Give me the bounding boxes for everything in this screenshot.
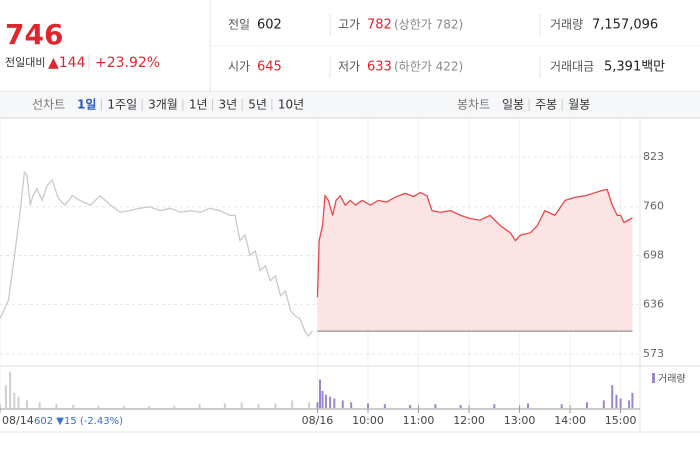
volume-bar — [308, 402, 311, 408]
volume-bar — [198, 404, 201, 408]
volume-bar — [611, 385, 614, 408]
volume-bar — [122, 405, 125, 408]
legend-swatch — [652, 373, 655, 383]
x-tick-label: 08/16 — [302, 414, 334, 427]
tab[interactable]: 1주일 — [107, 98, 137, 112]
stat-value: 5,391백만 — [604, 60, 665, 75]
volume-bar — [527, 403, 529, 408]
tab[interactable]: 3개월 — [148, 98, 178, 112]
volume-bar — [274, 403, 277, 408]
x-tick-label: 13:00 — [504, 414, 536, 427]
tab[interactable]: 1일 — [77, 98, 96, 112]
volume-bar — [367, 403, 369, 408]
x-tick-label: 11:00 — [403, 414, 435, 427]
legend-label: 거래량 — [658, 373, 686, 385]
volume-bar — [341, 400, 344, 408]
stat-note: (하한가 422) — [394, 60, 463, 74]
prev-close-note: 602 ▼15 (-2.43%) — [34, 416, 123, 427]
volume-bar — [72, 404, 75, 408]
volume-bar — [319, 379, 321, 408]
price-line — [0, 170, 313, 337]
change-label: 전일대비 — [5, 55, 45, 69]
change: ▲144 — [48, 55, 86, 71]
volume-bar — [493, 404, 496, 408]
volume-bar — [615, 394, 618, 408]
x-tick-label: 12:00 — [453, 414, 485, 427]
volume-bar — [560, 404, 563, 408]
volume-bar — [17, 396, 20, 408]
stat-label: 거래량 — [550, 18, 583, 32]
volume-bar — [9, 371, 12, 408]
volume-bar — [25, 400, 28, 408]
price-line — [316, 188, 633, 298]
y-tick-label: 760 — [643, 200, 664, 213]
y-tick-label: 698 — [643, 249, 664, 262]
x-tick-label: 08/14 — [2, 414, 34, 427]
volume-bar — [13, 392, 16, 408]
volume-bar — [333, 398, 336, 408]
area — [317, 189, 633, 332]
tab[interactable]: 1년 — [189, 98, 208, 112]
volume-bar — [38, 402, 41, 408]
volume-bar — [383, 404, 386, 408]
stat-label: 거래대금 — [550, 60, 594, 74]
y-tick-label: 636 — [643, 297, 664, 310]
volume-bar — [324, 394, 327, 408]
stat-value: 7,157,096 — [592, 18, 658, 33]
x-tick-label: 15:00 — [605, 414, 637, 427]
stat-label: 시가 — [228, 60, 250, 74]
volume-bar — [321, 390, 324, 408]
volume-bar — [0, 404, 1, 408]
tabs: 1일 1주일 3개월 1년 3년 5년 10년 일봉 주봉 월봉 — [77, 98, 590, 112]
price: 746 — [5, 18, 63, 51]
plot: 08/14 08/16 10:00 11:00 12:00 13:00 14:00 15:00… — [0, 118, 686, 427]
volume-bar — [585, 402, 588, 408]
tab-group-label: 봉차트 — [457, 98, 490, 112]
volume-bar — [409, 404, 412, 408]
tab[interactable]: 월봉 — [568, 98, 590, 112]
volume-bar — [350, 402, 353, 408]
y-tick-label: 573 — [643, 347, 664, 360]
volume-bar — [316, 402, 319, 408]
volume-bar — [619, 398, 622, 408]
volume-bar — [291, 400, 294, 408]
tab[interactable]: 5년 — [248, 98, 267, 112]
stat-value: 602 — [257, 18, 282, 33]
volume-bar — [223, 403, 226, 408]
stat-label: 저가 — [338, 60, 360, 74]
volume-bar — [4, 385, 7, 408]
tab-bar — [0, 92, 700, 118]
volume-bar — [240, 402, 243, 408]
tab[interactable]: 3년 — [219, 98, 238, 112]
volume-bar — [329, 396, 332, 408]
volume-bar — [631, 392, 634, 408]
volume-bar — [173, 405, 176, 408]
volume-bar — [257, 404, 260, 408]
y-tick-label: 823 — [643, 150, 664, 163]
tab[interactable]: 일봉 — [502, 98, 524, 112]
change-rate: +23.92% — [95, 55, 160, 71]
stat-value: 645 — [257, 60, 282, 75]
x-tick-label: 14:00 — [554, 414, 586, 427]
x-tick-label: 10:00 — [352, 414, 384, 427]
volume-bar — [55, 404, 58, 408]
tab-group-label: 선차트 — [32, 98, 65, 112]
stat-value: 782 — [367, 18, 392, 33]
stat-note: (상한가 782) — [394, 18, 463, 32]
tab[interactable]: 주봉 — [535, 98, 557, 112]
volume-bar — [434, 404, 437, 408]
stat-value: 633 — [367, 60, 392, 75]
tab[interactable]: 10년 — [278, 98, 304, 112]
volume-bar — [97, 405, 100, 408]
stat-label: 고가 — [338, 18, 360, 32]
volume-bar — [459, 404, 462, 408]
volume-bar — [602, 400, 605, 408]
volume-bar — [628, 400, 631, 408]
volume-bar — [148, 406, 151, 408]
stat-label: 전일 — [228, 18, 250, 32]
